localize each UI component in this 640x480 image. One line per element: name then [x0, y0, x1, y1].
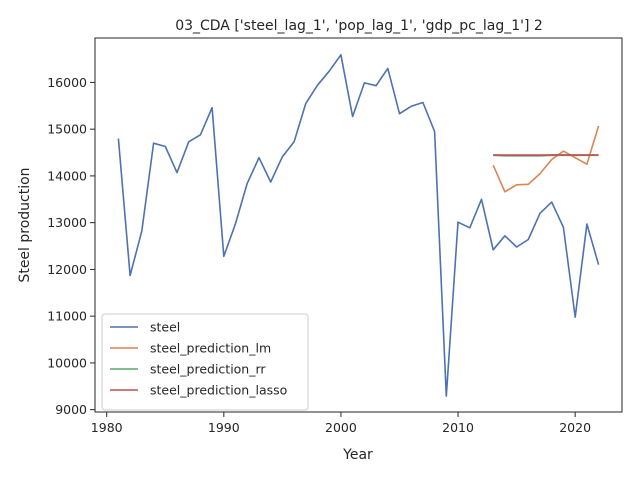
y-tick-label: 12000 — [47, 262, 87, 277]
chart-title: 03_CDA ['steel_lag_1', 'pop_lag_1', 'gdp… — [175, 18, 543, 34]
legend-box — [101, 313, 309, 411]
series-line-steel — [117, 53, 600, 397]
y-axis-ticks: 9000 10000 11000 12000 13000 14000 15000 16000 — [47, 75, 95, 417]
x-tick-label: 2000 — [325, 420, 357, 435]
y-tick-label: 15000 — [47, 122, 87, 137]
y-tick-label: 16000 — [47, 75, 87, 90]
x-tick-label: 2020 — [559, 420, 591, 435]
series-line-steel_prediction_lm — [492, 125, 600, 193]
legend-label: steel — [150, 320, 180, 335]
series-layer — [117, 53, 600, 397]
legend-label: steel_prediction_lm — [150, 341, 271, 356]
x-tick-label: 1980 — [91, 420, 123, 435]
x-axis-label: Year — [342, 447, 373, 463]
y-tick-label: 11000 — [47, 309, 87, 324]
x-tick-label: 1990 — [208, 420, 240, 435]
x-tick-label: 2010 — [442, 420, 474, 435]
legend: steel steel_prediction_lm steel_prediction… — [101, 313, 309, 411]
legend-label: steel_prediction_lasso — [150, 383, 287, 398]
y-tick-label: 9000 — [55, 402, 87, 417]
plot-frame — [94, 37, 623, 413]
y-tick-label: 14000 — [47, 168, 87, 183]
legend-label: steel_prediction_rr — [150, 362, 266, 377]
y-tick-label: 13000 — [47, 215, 87, 230]
y-tick-label: 10000 — [47, 355, 87, 370]
x-axis-ticks: 1980 1990 2000 2010 2020 — [91, 412, 591, 435]
y-axis-label: Steel production — [17, 167, 33, 282]
